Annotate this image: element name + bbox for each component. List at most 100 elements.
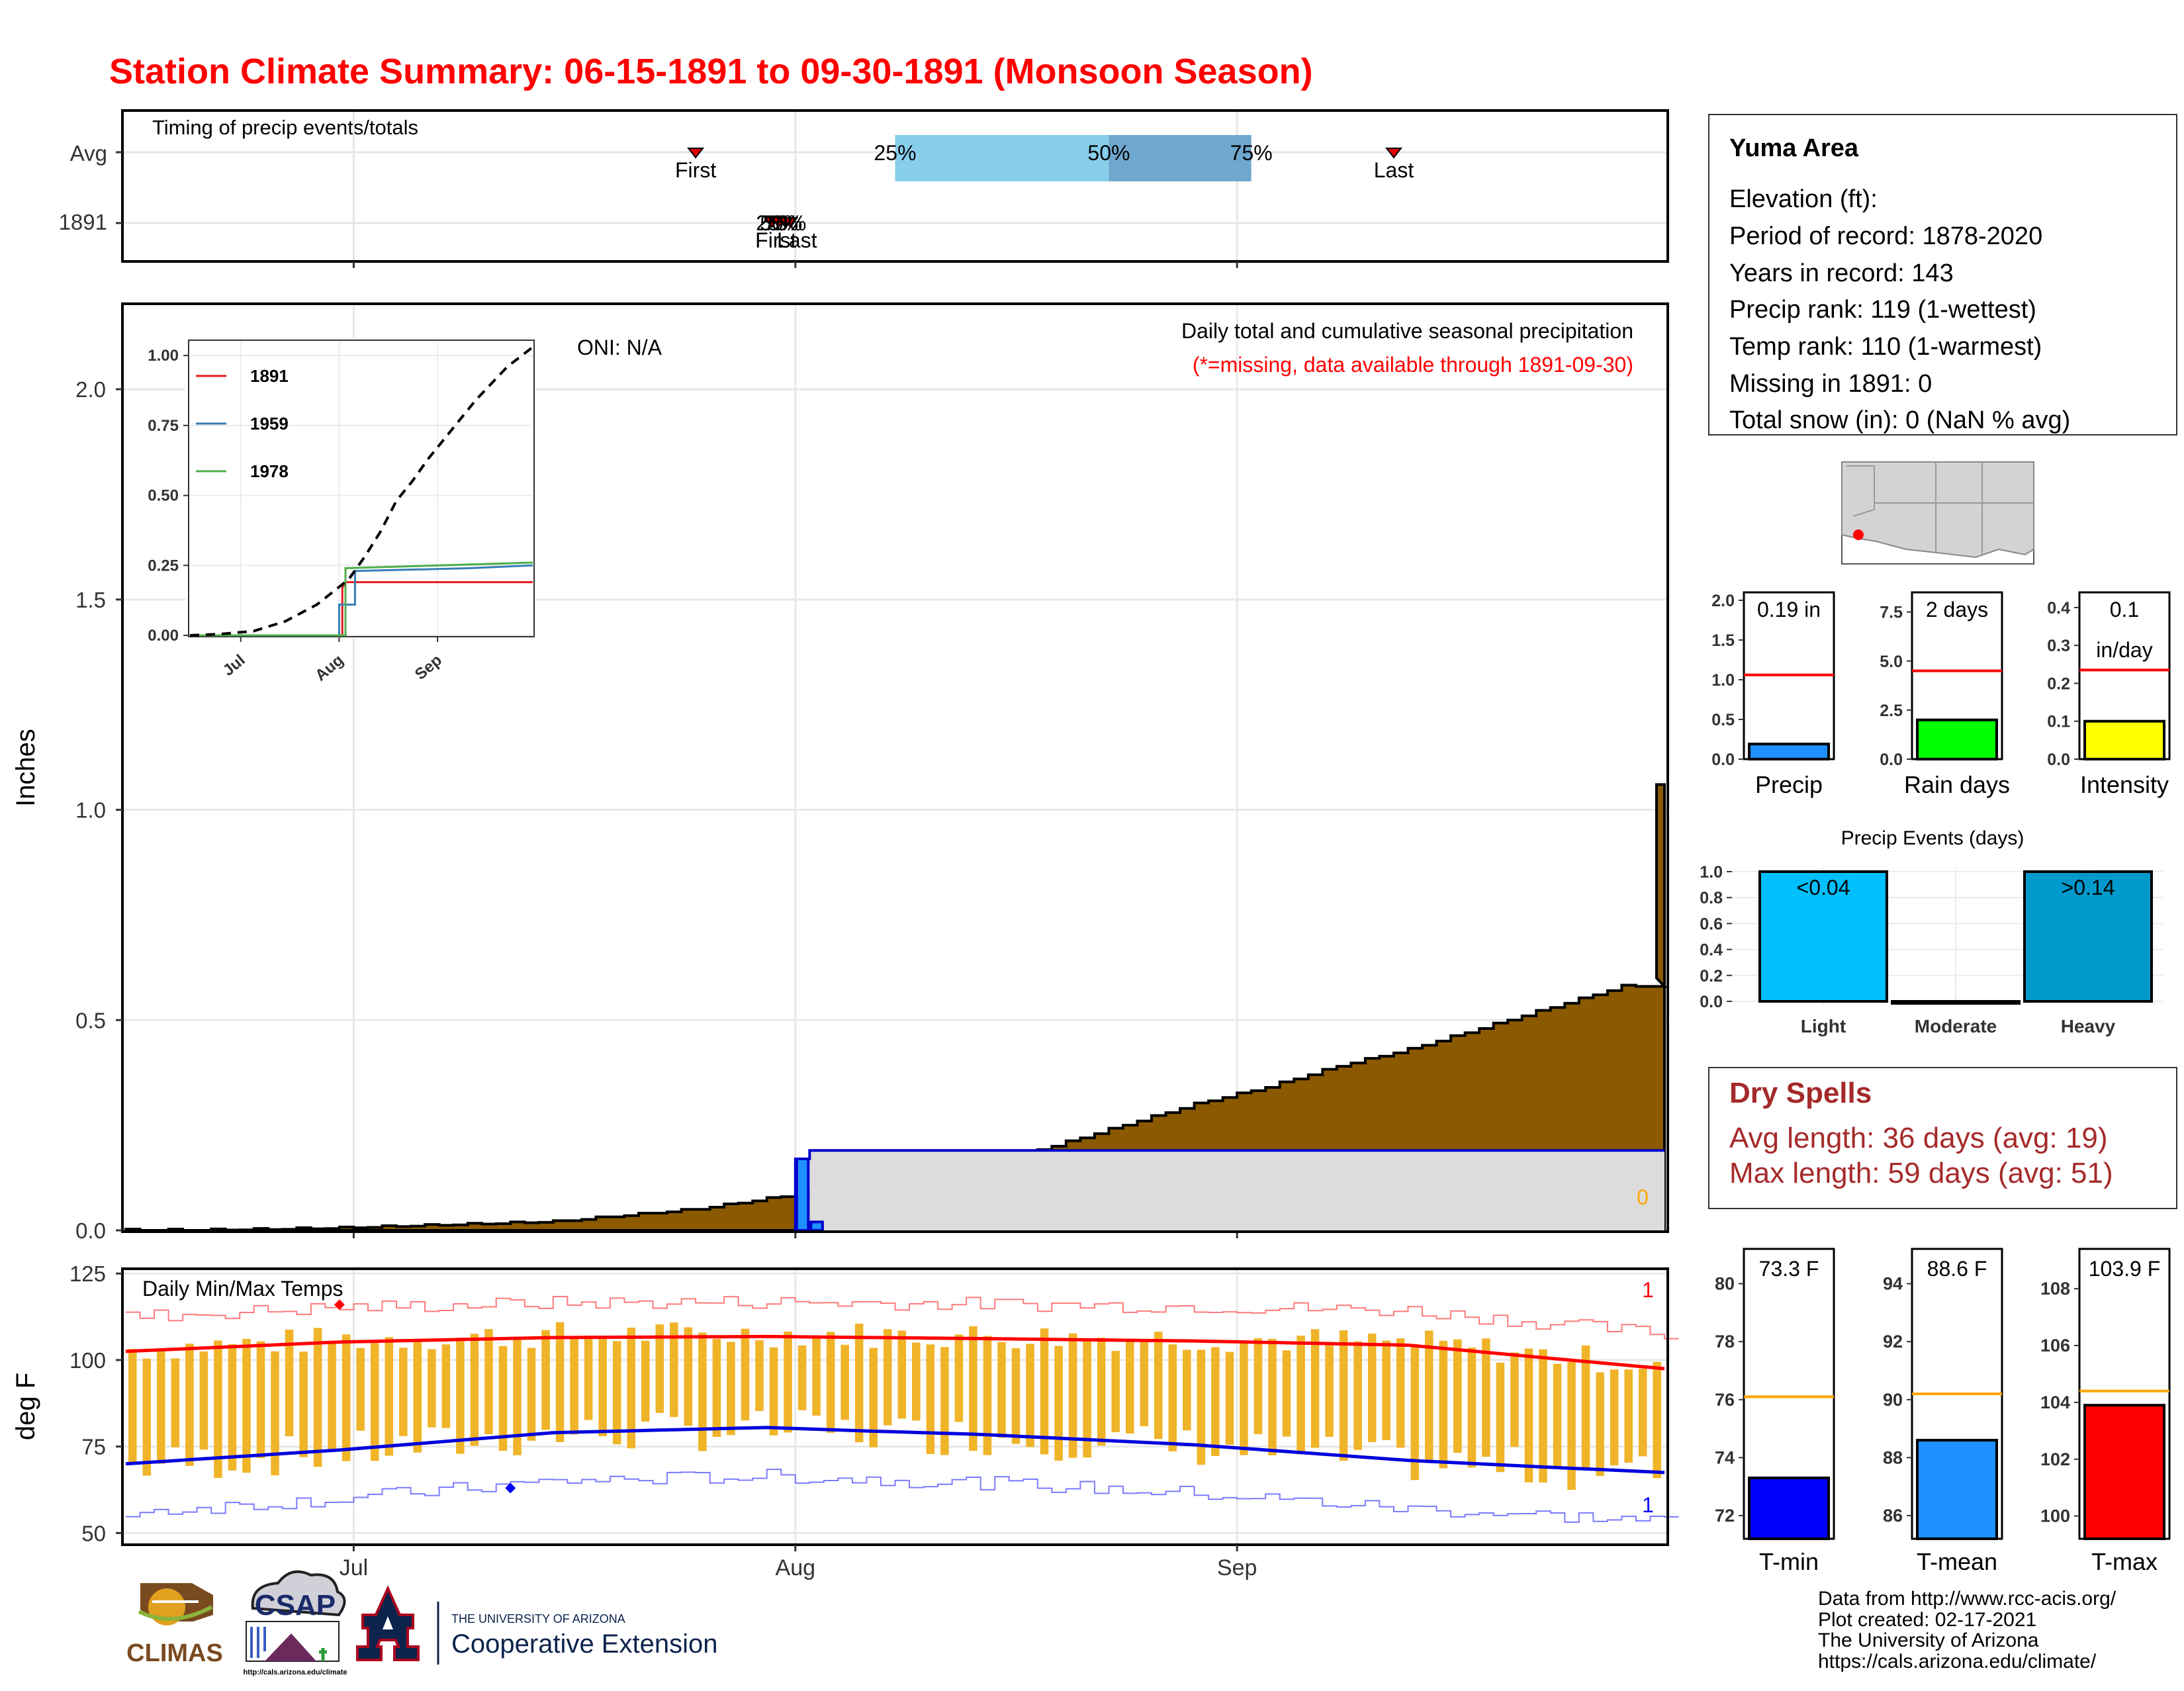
timing-avg-p75-label: 75% <box>1230 141 1273 165</box>
temp-panel-frame <box>121 1267 1669 1546</box>
temp-daily-bar <box>470 1334 479 1446</box>
mini-precip-value-unit-2: in/day <box>2096 638 2152 662</box>
temp-daily-bar <box>926 1344 935 1454</box>
mini-temp-tick-label-0-4: 80 <box>1715 1274 1735 1294</box>
timing-avg-last-marker <box>1385 148 1403 159</box>
mini-temp-tick-label-1-3: 92 <box>1883 1332 1903 1351</box>
temp-daily-bar <box>1410 1344 1420 1481</box>
ua-small-text: THE UNIVERSITY OF ARIZONA <box>451 1612 625 1625</box>
daily-precip-bar-0 <box>795 1157 810 1232</box>
temp-daily-bar <box>698 1332 707 1451</box>
temp-daily-bar <box>1624 1369 1633 1463</box>
mini-precip-tick-label-2-3: 0.3 <box>2047 637 2070 655</box>
precip-end-label: 0 <box>1637 1185 1649 1209</box>
temp-daily-bar <box>1382 1340 1390 1440</box>
temp-daily-bar <box>1467 1348 1477 1468</box>
temp-daily-bar <box>1253 1338 1263 1434</box>
temp-daily-bar <box>940 1347 949 1455</box>
temp-record-bottom: 1 <box>1642 1493 1654 1517</box>
info-line-precip-rank: Precip rank: 119 (1-wettest) <box>1729 296 2036 324</box>
temp-daily-bar <box>1197 1349 1206 1465</box>
temp-daily-bar <box>612 1341 621 1445</box>
timing-row-avg: Avg <box>70 141 107 165</box>
temp-daily-bar <box>228 1344 237 1471</box>
dry-spells-box: Dry Spells Avg length: 36 days (avg: 19)… <box>1708 1067 2177 1209</box>
precip-y-label: Inches <box>11 729 40 807</box>
inset-y-tick-label-2: 0.50 <box>148 487 179 505</box>
mini-temp-value-2: 103.9 F <box>2089 1257 2161 1281</box>
temp-daily-bar <box>498 1346 508 1451</box>
precip-y-tick-label-1: 0.5 <box>75 1008 106 1032</box>
mini-temp-tick-label-2-4: 108 <box>2040 1279 2070 1299</box>
mini-temp-tick-label-2-3: 106 <box>2040 1336 2070 1355</box>
temp-daily-bar <box>356 1348 365 1431</box>
temp-daily-bar <box>1496 1362 1505 1473</box>
temp-record-high-marker <box>334 1299 345 1310</box>
temp-y-tick-label-50: 50 <box>81 1521 106 1545</box>
inset-legend-label-1978: 1978 <box>250 461 289 481</box>
temp-daily-bar <box>299 1351 308 1457</box>
temp-daily-bar <box>627 1328 635 1449</box>
events-bar-label-heavy: >0.14 <box>2062 876 2115 899</box>
temp-daily-bar <box>1282 1350 1291 1437</box>
temp-daily-bar <box>684 1327 693 1426</box>
events-y-tick-label-1: 0.2 <box>1700 967 1723 985</box>
timing-year-marker-3 <box>782 217 799 228</box>
temp-daily-bar <box>641 1340 650 1422</box>
temp-daily-bar <box>784 1331 792 1433</box>
timing-year-label-2: 75% <box>764 211 806 235</box>
temp-daily-bar <box>912 1342 921 1421</box>
timing-avg-first-marker <box>687 148 705 159</box>
temp-daily-bar <box>727 1342 735 1436</box>
temp-daily-bar <box>755 1340 764 1411</box>
mini-temp-value-1: 88.6 F <box>1927 1257 1987 1281</box>
mini-temp-value-0: 73.3 F <box>1759 1257 1819 1281</box>
footer-line-created: Plot created: 02-17-2021 <box>1818 1609 2036 1631</box>
temp-daily-bar <box>199 1351 208 1450</box>
footer-line-url: https://cals.arizona.edu/climate/ <box>1818 1651 2097 1672</box>
ua-cooperative-extension: Cooperative Extension <box>451 1629 717 1659</box>
mini-temp-bar-t-mean <box>1916 1439 1998 1541</box>
footer-line-data: Data from http://www.rcc-acis.org/ <box>1818 1588 2116 1610</box>
temp-daily-bar <box>598 1336 607 1437</box>
dry-spells-title: Dry Spells <box>1729 1077 1872 1109</box>
temp-daily-bar <box>1068 1333 1077 1458</box>
year-cumulative-area <box>809 1150 1664 1230</box>
temp-x-tick-label-Aug: Aug <box>776 1555 816 1580</box>
temp-daily-bar <box>1567 1361 1576 1490</box>
precip-y-tick-label-2: 1.0 <box>75 798 106 823</box>
mini-precip-label-0: Precip <box>1755 771 1823 798</box>
temp-x-tick-label-Sep: Sep <box>1217 1555 1257 1580</box>
temp-daily-bar <box>854 1323 864 1443</box>
timing-avg-p25-label: 25% <box>874 141 916 165</box>
mini-temp-tick-label-1-1: 88 <box>1883 1447 1903 1467</box>
temp-daily-bar <box>969 1326 978 1451</box>
footer-credits: Data from http://www.rcc-acis.org/ Plot … <box>1818 1588 2116 1672</box>
timing-year-label-3: First <box>755 228 796 252</box>
temp-daily-bar <box>527 1348 536 1441</box>
precip-y-tick-label-0: 0.0 <box>75 1218 106 1243</box>
timing-year-label-0: 25% <box>756 211 798 235</box>
oni-label: ONI: N/A <box>577 336 662 359</box>
mini-temp-tick-label-0-1: 74 <box>1715 1447 1735 1467</box>
mini-temp-label-t-mean: T-mean <box>1917 1548 1997 1575</box>
events-category-light: Light <box>1801 1016 1846 1036</box>
mini-temp-tick-label-1-4: 94 <box>1883 1274 1903 1294</box>
precip-panel: Inches 0.0 0.5 1.0 1.5 2.0 Daily total and c… <box>11 302 1669 1243</box>
temp-daily-bar <box>271 1351 279 1476</box>
university-of-arizona-logo: THE UNIVERSITY OF ARIZONA Cooperative Ex… <box>356 1585 717 1665</box>
mini-precip-tick-label-2-4: 0.4 <box>2047 599 2070 617</box>
mini-precip-value-2: 0.1 <box>2110 598 2139 621</box>
temp-daily-bar <box>670 1322 678 1418</box>
station-info-box: Yuma Area Elevation (ft): Period of reco… <box>1708 114 2177 435</box>
mini-precip-label-1: Rain days <box>1904 771 2010 798</box>
temp-daily-bar <box>954 1334 964 1422</box>
temp-daily-bar <box>1040 1328 1049 1455</box>
temp-daily-bar <box>1154 1332 1163 1440</box>
temp-daily-bar <box>570 1336 578 1435</box>
temp-daily-bar <box>1268 1338 1277 1455</box>
temp-daily-bar <box>1482 1338 1490 1457</box>
temp-daily-bar <box>142 1358 152 1476</box>
temp-daily-bar <box>841 1344 849 1420</box>
